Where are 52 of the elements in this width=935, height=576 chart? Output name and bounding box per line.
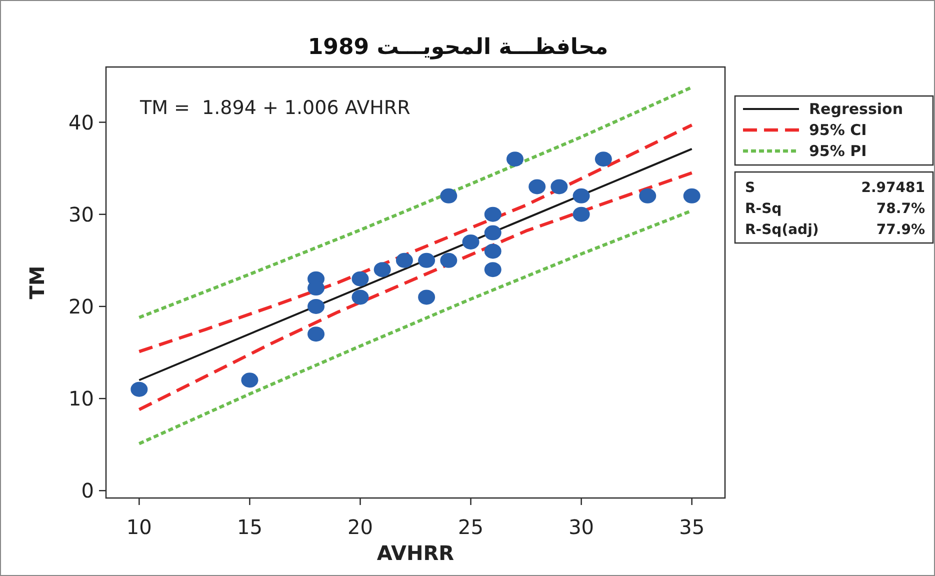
point: [506, 152, 524, 167]
x-axis-title: AVHRR: [376, 541, 454, 565]
point: [352, 290, 369, 305]
y-tick-label: 20: [68, 294, 94, 318]
x-tick-label: 25: [458, 515, 484, 539]
point: [308, 298, 325, 314]
point: [418, 252, 436, 268]
text: 77.9%: [876, 222, 925, 238]
point: [528, 179, 546, 194]
text: R-Sq: [745, 201, 782, 217]
point: [418, 290, 436, 305]
point: [484, 244, 502, 259]
x-tick-label: 20: [348, 515, 373, 539]
y-tick-label: 0: [81, 478, 94, 503]
point: [550, 179, 568, 194]
point: [130, 382, 148, 397]
legend-label: 95% PI: [809, 142, 867, 160]
x-tick-label: 15: [236, 515, 262, 539]
chart-title: محافظـــة المحويـــت 1989: [308, 35, 608, 60]
legend-label: Regression: [809, 100, 904, 118]
y-tick-label: 10: [68, 386, 94, 411]
text: 2.97481: [861, 180, 925, 196]
point: [484, 206, 502, 222]
point: [683, 188, 700, 204]
text: 78.7%: [876, 201, 925, 217]
point: [572, 188, 590, 204]
text: R-Sq(adj): [745, 222, 819, 238]
point: [484, 262, 502, 278]
point: [374, 262, 391, 278]
point: [462, 234, 480, 250]
line-series: [138, 171, 694, 412]
point: [572, 206, 590, 222]
x-tick-label: 10: [126, 515, 152, 539]
point: [594, 152, 612, 167]
line-series: [138, 123, 694, 354]
x-tick-label: 30: [568, 515, 594, 539]
legend-label: 95% CI: [809, 121, 867, 139]
line-series: [138, 86, 694, 320]
point: [484, 225, 502, 240]
point: [440, 252, 458, 268]
point: [241, 372, 258, 388]
point: [639, 188, 656, 204]
x-tick-label: 35: [679, 515, 705, 539]
point: [308, 326, 325, 342]
annotation: TM = 1.894 + 1.006 AVHRR: [139, 97, 410, 119]
y-tick-label: 30: [68, 202, 94, 226]
point: [440, 188, 458, 204]
y-tick-label: 40: [68, 110, 94, 134]
text: S: [745, 180, 756, 196]
point: [352, 271, 369, 286]
y-axis-title: TM: [25, 266, 49, 300]
point: [396, 252, 413, 268]
